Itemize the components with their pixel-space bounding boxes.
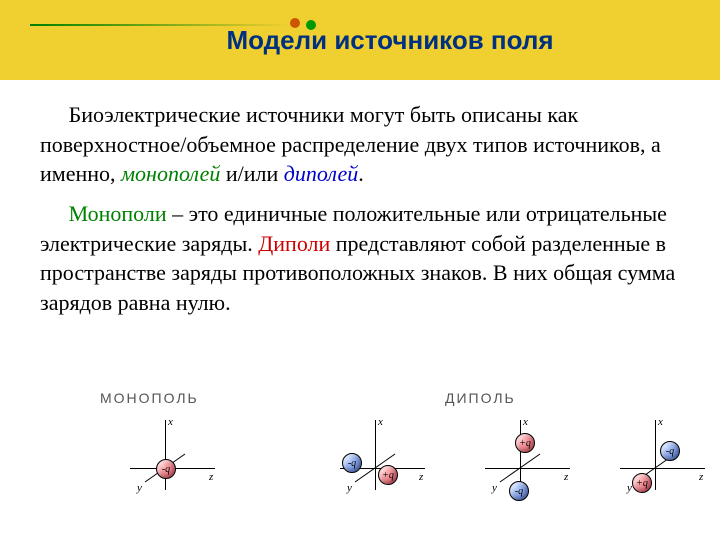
axes-panel-2: x z y +q -q: [445, 410, 595, 530]
diagram-row: МОНОПОЛЬ ДИПОЛЬ xzy-qxzy-q+qxzy+q-qxzy-q…: [0, 390, 720, 540]
term-monopole-2: Монополи: [69, 201, 167, 226]
page-title: Модели источников поля: [226, 25, 553, 56]
axis-label-y: y: [137, 482, 142, 494]
axes-panel-3: xzy-q+q: [580, 410, 720, 530]
decor-dot: [306, 20, 316, 30]
charge-3-0: -q: [660, 441, 680, 461]
title-banner: Модели источников поля: [0, 0, 720, 80]
axis-y: [445, 410, 595, 530]
axis-label-x: x: [523, 416, 528, 428]
decor-dot: [290, 18, 300, 28]
text-run: и/или: [220, 161, 283, 186]
axis-label-z: z: [564, 471, 568, 483]
term-dipole-2: Диполи: [258, 231, 330, 256]
charge-2-0: +q: [515, 433, 535, 453]
axis-y: [580, 410, 720, 530]
charge-1-0: -q: [342, 453, 362, 473]
axis-label-y: y: [492, 482, 497, 494]
axis-label-x: x: [168, 416, 173, 428]
axis-label-z: z: [419, 471, 423, 483]
axes-panel-0: x z y -q: [90, 410, 240, 530]
axis-y: [300, 410, 450, 530]
charge-1-1: +q: [378, 465, 398, 485]
charge-2-1: -q: [509, 481, 529, 501]
axis-label-z: z: [209, 471, 213, 483]
label-monopole: МОНОПОЛЬ: [100, 390, 199, 406]
term-dipole: диполей: [284, 161, 359, 186]
decor-line: [30, 24, 290, 26]
paragraph-1: Биоэлектрические источники могут быть оп…: [40, 100, 680, 189]
paragraph-2: Монополи – это единичные положительные и…: [40, 199, 680, 318]
main-text: Биоэлектрические источники могут быть оп…: [0, 80, 720, 318]
charge-0-0: -q: [156, 459, 176, 479]
axes-panel-1: x z y -q +q: [300, 410, 450, 530]
label-dipole: ДИПОЛЬ: [445, 390, 516, 406]
text-run: .: [358, 161, 364, 186]
axis-label-y: y: [347, 482, 352, 494]
charge-3-1: +q: [632, 473, 652, 493]
axis-label-x: x: [658, 416, 663, 428]
term-monopole: монополей: [121, 161, 220, 186]
axis-label-z: z: [699, 471, 703, 483]
axis-label-x: x: [378, 416, 383, 428]
